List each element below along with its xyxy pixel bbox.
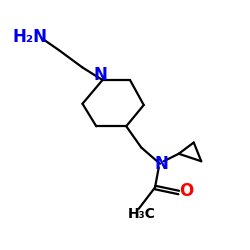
Text: H₃C: H₃C bbox=[127, 207, 155, 221]
Text: N: N bbox=[154, 155, 168, 173]
Text: N: N bbox=[93, 66, 107, 84]
Text: H₂N: H₂N bbox=[12, 28, 48, 46]
Text: O: O bbox=[179, 182, 193, 200]
